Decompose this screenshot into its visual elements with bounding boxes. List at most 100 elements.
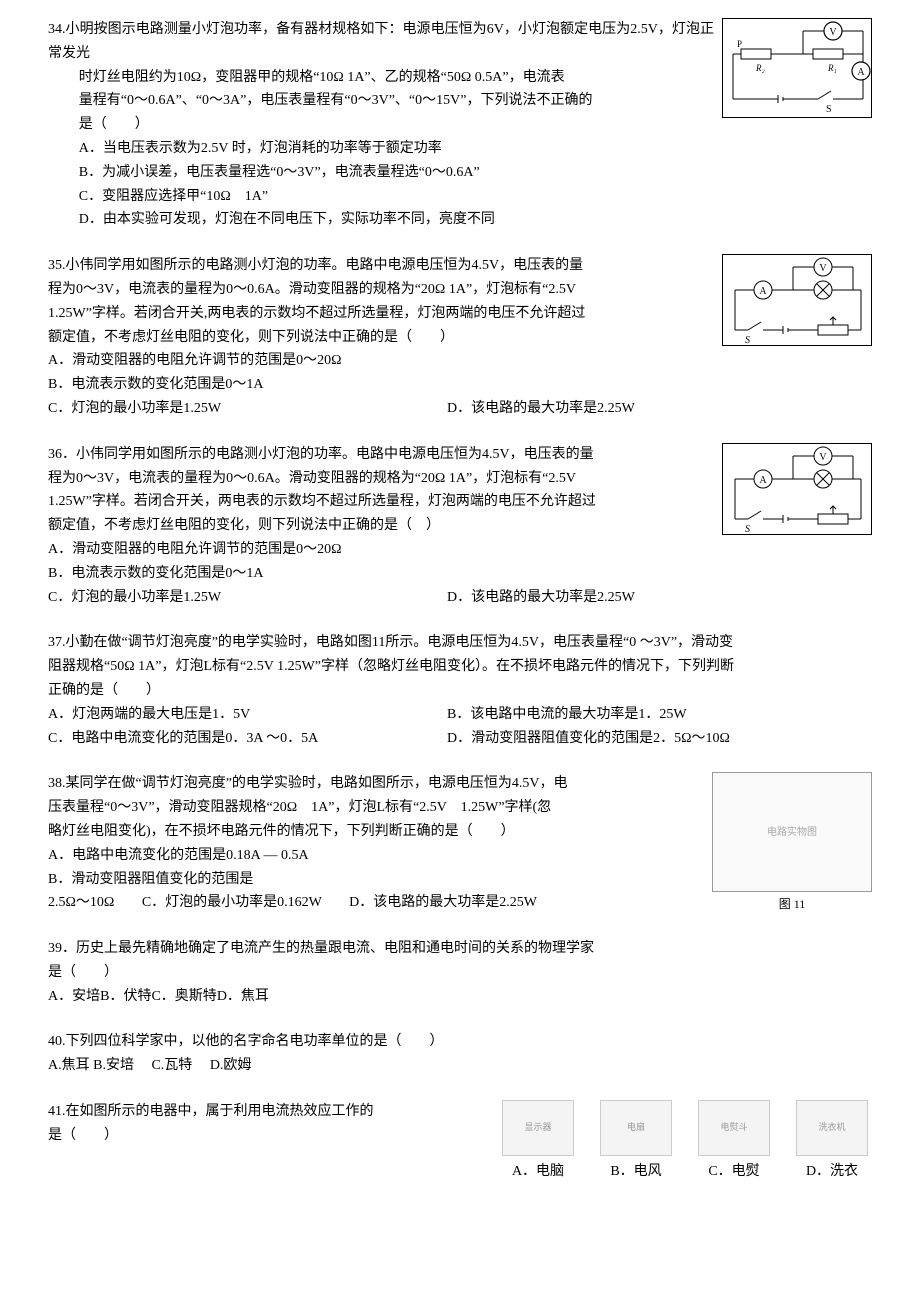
option-c: C．灯泡的最小功率是1.25W	[48, 397, 444, 421]
question-number: 40.	[48, 1034, 66, 1049]
circuit-diagram-icon: V A S	[722, 443, 872, 535]
options-row: C．电路中电流变化的范围是0．3A ～0．5A D．滑动变阻器阻值变化的范围是2…	[48, 727, 872, 751]
option-a: A．滑动变阻器的电阻允许调节的范围是0～20Ω	[48, 349, 444, 373]
q34-figure: V P R₂ R₁ A S	[722, 18, 872, 127]
appliance-label: A．电脑	[512, 1160, 564, 1184]
stem-line: 历史上最先精确地确定了电流产生的热量跟电流、电阻和通电时间的关系的物理学家	[76, 941, 594, 956]
options-row: A．灯泡两端的最大电压是1．5V B．该电路中电流的最大功率是1．25W	[48, 703, 872, 727]
question-38: 电路实物图 图 11 38.某同学在做“调节灯泡亮度”的电学实验时，电路如图所示…	[48, 772, 872, 915]
option-c: C．电路中电流变化的范围是0．3A ～0．5A	[48, 727, 444, 751]
circuit-diagram-icon: V A S	[722, 254, 872, 346]
appliance-label: D．洗衣	[806, 1160, 858, 1184]
question-number: 39．	[48, 941, 76, 956]
question-37: 37.小勤在做“调节灯泡亮度”的电学实验时，电路如图11所示。电源电压恒为4.5…	[48, 631, 872, 750]
question-number: 38.	[48, 776, 66, 791]
stem-line: 小伟同学用如图所示的电路测小灯泡的功率。电路中电源电压恒为4.5V，电压表的量	[76, 447, 594, 462]
stem-line: 小伟同学用如图所示的电路测小灯泡的功率。电路中电源电压恒为4.5V，电压表的量	[66, 258, 584, 273]
stem-line: 阻器规格“50Ω 1A”，灯泡L标有“2.5V 1.25W”字样（忽略灯丝电阻变…	[48, 655, 872, 679]
washer-icon: 洗衣机	[796, 1100, 868, 1156]
option-b: B．滑动变阻器阻值变化的范围是	[48, 868, 444, 892]
option-d: D．该电路的最大功率是2.25W	[447, 586, 843, 610]
option-d: D.欧姆	[210, 1058, 252, 1073]
fan-icon: 电扇	[600, 1100, 672, 1156]
question-39: 39．历史上最先精确地确定了电流产生的热量跟电流、电阻和通电时间的关系的物理学家…	[48, 937, 872, 1008]
options-row: A.焦耳 B.安培 C.瓦特 D.欧姆	[48, 1054, 872, 1078]
computer-icon: 显示器	[502, 1100, 574, 1156]
option-a: A．安培	[48, 989, 100, 1004]
question-number: 36．	[48, 447, 76, 462]
svg-text:V: V	[829, 27, 837, 38]
option-c: C.瓦特	[151, 1058, 192, 1073]
appliance-b: 电扇 B．电风	[596, 1100, 676, 1184]
option-b: B．为减小误差，电压表量程选“0～3V”，电流表量程选“0～0.6A”	[48, 161, 872, 185]
option-b: B．该电路中电流的最大功率是1．25W	[447, 703, 843, 727]
question-number: 34.	[48, 22, 66, 37]
question-34: V P R₂ R₁ A S 34.小明按图示电路测量小灯泡功率，备有器材规格如下：…	[48, 18, 872, 232]
stem-line: 小明按图示电路测量小灯泡功率，备有器材规格如下：电源电压恒为6V，小灯泡额定电压…	[48, 22, 714, 61]
svg-text:R₁: R₁	[827, 63, 837, 73]
option-d: D．该电路的最大功率是2.25W	[447, 397, 843, 421]
figure-label: 图 11	[712, 894, 872, 914]
question-number: 37.	[48, 635, 66, 650]
option-a: A．灯泡两端的最大电压是1．5V	[48, 703, 444, 727]
option-d: D．由本实验可发现，灯泡在不同电压下，实际功率不同，亮度不同	[48, 208, 872, 232]
question-35: V A S 35.小伟同学用如图所示的电路测小灯泡的功率。电路中电源电压恒为4.…	[48, 254, 872, 421]
question-number: 35.	[48, 258, 66, 273]
stem-line: 在如图所示的电器中，属于利用电流热效应工作的	[66, 1104, 374, 1119]
option-b: B．伏特	[100, 989, 151, 1004]
question-41: 显示器 A．电脑 电扇 B．电风 电熨斗 C．电熨 洗衣机 D．洗衣 41.在如…	[48, 1100, 872, 1184]
svg-text:V: V	[819, 452, 827, 463]
stem-line: 是（ ）	[48, 961, 872, 985]
option-c: C．奥斯特	[151, 989, 216, 1004]
option-a: A．当电压表示数为2.5V 时，灯泡消耗的功率等于额定功率	[48, 137, 872, 161]
options-row: A．滑动变阻器的电阻允许调节的范围是0～20Ω B．电流表示数的变化范围是0～1…	[48, 538, 872, 586]
q35-figure: V A S	[722, 254, 872, 355]
svg-text:S: S	[745, 335, 750, 346]
circuit-diagram-icon: V P R₂ R₁ A S	[722, 18, 872, 118]
circuit-photo-icon: 电路实物图	[712, 772, 872, 892]
q36-figure: V A S	[722, 443, 872, 544]
q38-figure: 电路实物图 图 11	[712, 772, 872, 914]
option-c: C．变阻器应选择甲“10Ω 1A”	[48, 185, 872, 209]
svg-text:S: S	[826, 104, 832, 115]
appliance-d: 洗衣机 D．洗衣	[792, 1100, 872, 1184]
svg-text:A: A	[759, 475, 767, 486]
option-a: A．滑动变阻器的电阻允许调节的范围是0～20Ω	[48, 538, 444, 562]
svg-text:S: S	[745, 524, 750, 535]
option-d: D．滑动变阻器阻值变化的范围是2．5Ω～10Ω	[447, 727, 843, 751]
question-40: 40.下列四位科学家中，以他的名字命名电功率单位的是（ ） A.焦耳 B.安培 …	[48, 1030, 872, 1078]
option-b-cont: 2.5Ω～10Ω	[48, 895, 114, 910]
q40-stem: 40.下列四位科学家中，以他的名字命名电功率单位的是（ ）	[48, 1030, 872, 1054]
iron-icon: 电熨斗	[698, 1100, 770, 1156]
appliance-row: 显示器 A．电脑 电扇 B．电风 电熨斗 C．电熨 洗衣机 D．洗衣	[498, 1100, 872, 1184]
svg-text:V: V	[819, 263, 827, 274]
option-d: D．焦耳	[217, 989, 269, 1004]
option-b: B.安培	[93, 1058, 134, 1073]
appliance-a: 显示器 A．电脑	[498, 1100, 578, 1184]
option-c: C．灯泡的最小功率是0.162W	[142, 895, 322, 910]
svg-text:A: A	[857, 67, 865, 78]
svg-text:R₂: R₂	[755, 63, 765, 73]
q37-stem: 37.小勤在做“调节灯泡亮度”的电学实验时，电路如图11所示。电源电压恒为4.5…	[48, 631, 872, 655]
options-row: A．安培B．伏特C．奥斯特D．焦耳	[48, 985, 872, 1009]
q39-stem: 39．历史上最先精确地确定了电流产生的热量跟电流、电阻和通电时间的关系的物理学家	[48, 937, 872, 961]
stem-line: 某同学在做“调节灯泡亮度”的电学实验时，电路如图所示，电源电压恒为4.5V，电	[66, 776, 568, 791]
option-a: A．电路中电流变化的范围是0.18A — 0.5A	[48, 844, 444, 868]
svg-text:P: P	[737, 39, 742, 49]
options-row: C．灯泡的最小功率是1.25W D．该电路的最大功率是2.25W	[48, 397, 872, 421]
stem-line: 小勤在做“调节灯泡亮度”的电学实验时，电路如图11所示。电源电压恒为4.5V，电…	[66, 635, 734, 650]
question-number: 41.	[48, 1104, 66, 1119]
option-a: A.焦耳	[48, 1058, 90, 1073]
options-row: A．滑动变阻器的电阻允许调节的范围是0～20Ω B．电流表示数的变化范围是0～1…	[48, 349, 872, 397]
option-b: B．电流表示数的变化范围是0～1A	[48, 373, 444, 397]
svg-text:A: A	[759, 286, 767, 297]
option-c: C．灯泡的最小功率是1.25W	[48, 586, 444, 610]
appliance-c: 电熨斗 C．电熨	[694, 1100, 774, 1184]
question-36: V A S 36．小伟同学用如图所示的电路测小灯泡的功率。电路中电源电压恒为4.…	[48, 443, 872, 610]
options-row: C．灯泡的最小功率是1.25W D．该电路的最大功率是2.25W	[48, 586, 872, 610]
stem-line: 正确的是（ ）	[48, 679, 872, 703]
appliance-label: B．电风	[610, 1160, 661, 1184]
stem-line: 下列四位科学家中，以他的名字命名电功率单位的是（ ）	[66, 1034, 444, 1049]
appliance-label: C．电熨	[708, 1160, 759, 1184]
option-d: D．该电路的最大功率是2.25W	[349, 895, 537, 910]
